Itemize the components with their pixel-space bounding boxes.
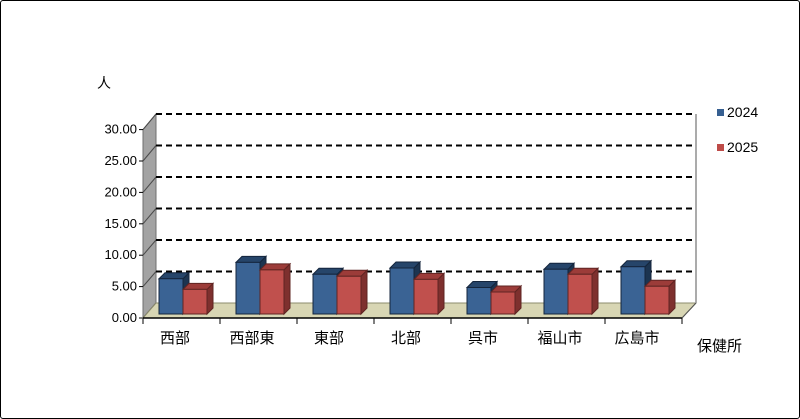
bar-2025-広島市 [643,279,677,316]
bar-top-face [181,282,215,290]
bar-top-face [388,261,422,269]
bar-top-face [157,272,191,280]
bar-side-face [283,262,291,316]
bar-2025-東部 [335,268,369,316]
legend-swatch-2025 [717,143,724,151]
bar-front-face [644,285,670,315]
y-tick-label-5.00: 5.00 [112,279,137,294]
wall-tick-connector [142,239,157,256]
y-axis-title: 人 [97,75,111,91]
x-tick-labels: 西部 西部東 東部 北部 呉市 福山市 広島市 [160,330,660,347]
y-tick-label-20.00: 20.00 [104,184,137,199]
bar-front-face [235,261,261,315]
bar-top-face [234,255,268,263]
bar-2025-西部東 [258,262,292,316]
wall-tick-connector [142,208,157,225]
legend-label-2025: 2025 [727,139,759,155]
bar-top-face [643,279,677,287]
legend-item-2025: 2025 [717,140,758,154]
bar-front-face [466,287,492,315]
bar-2025-呉市 [489,284,523,316]
x-tick-label-呉市: 呉市 [468,330,498,347]
bar-front-face [182,288,208,315]
bar-top-face [258,263,292,271]
wall-tick-connector [142,176,157,193]
bar-2025-西部 [181,282,215,316]
bar-front-face [158,278,184,315]
x-axis-title: 保健所 [697,338,743,355]
x-tick-label-福山市: 福山市 [537,330,582,347]
y-tick-label-30.00: 30.00 [104,122,137,137]
floor-right-edge [681,302,697,319]
x-tick-label-広島市: 広島市 [614,330,659,347]
x-tick-label-西部東: 西部東 [229,330,274,347]
bar-front-face [543,268,569,315]
bar-front-face [259,269,285,315]
x-tick-label-東部: 東部 [314,330,344,347]
bar-side-face [360,268,368,316]
y-tick-label-15.00: 15.00 [104,216,137,231]
bar-top-face [412,272,446,280]
y-tick-label-0.00: 0.00 [112,310,137,325]
wall-tick-connector [142,113,157,130]
left-wall [139,112,157,320]
bar-front-face [312,273,338,315]
bars [157,255,677,316]
wall-tick-connector [142,271,157,287]
bar-top-face [566,267,600,275]
legend-label-2024: 2024 [727,104,759,120]
bar-front-face [336,275,362,315]
bar-front-face [567,273,593,315]
bar-front-face [389,267,415,315]
bar-front-face [413,278,439,315]
bar-top-face [335,269,369,277]
bar-front-face [490,291,516,315]
bar-side-face [591,267,599,316]
bar-top-face [465,281,499,289]
legend-swatch-2024 [717,108,724,116]
y-tick-labels: 0.00 5.00 10.00 15.00 20.00 25.00 30.00 [104,122,137,325]
bar-top-face [311,267,345,275]
bar-top-face [619,260,653,268]
bar-front-face [620,266,646,315]
legend-item-2024: 2024 [717,105,758,119]
bar-2025-北部 [412,272,446,316]
x-tick-label-西部: 西部 [160,330,190,347]
y-tick-label-25.00: 25.00 [104,153,137,168]
bar-side-face [437,272,445,316]
wall-tick-connector [142,145,157,162]
gridlines [156,113,696,273]
bar-top-face [542,262,576,270]
bar-top-face [489,285,523,293]
y-tick-label-10.00: 10.00 [104,247,137,262]
bar-2025-福山市 [566,267,600,316]
x-axis [142,302,697,324]
legend: 2024 2025 [717,105,758,154]
x-tick-label-北部: 北部 [391,330,421,347]
